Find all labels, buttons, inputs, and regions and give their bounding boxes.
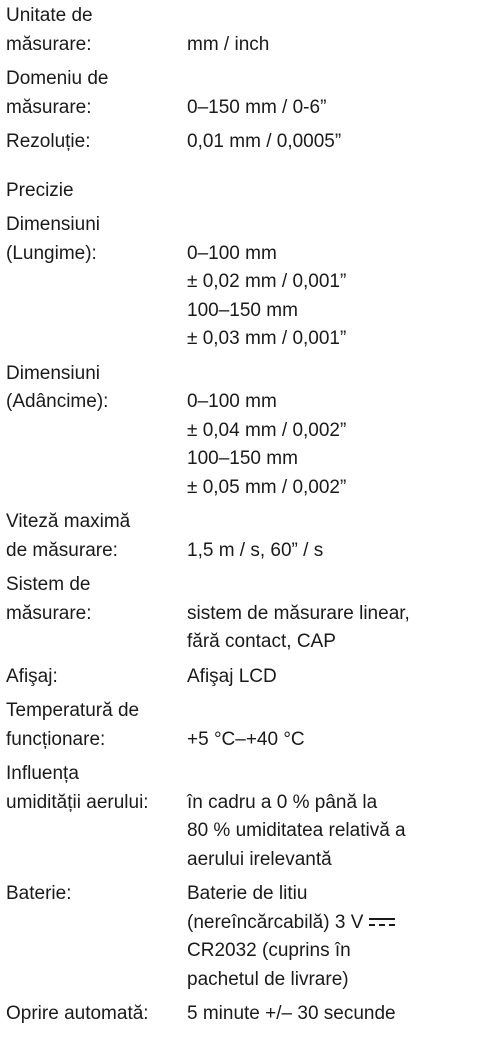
- spec-label: Oprire automată:: [6, 1003, 149, 1024]
- spec-value: pachetul de livrare): [187, 968, 349, 990]
- spec-label: Sistem de: [6, 574, 91, 595]
- spec-value: Baterie de litiu: [187, 883, 308, 904]
- spec-value: sistem de măsurare linear,: [187, 602, 410, 624]
- spec-label: (Lungime):: [6, 242, 97, 264]
- spec-label: umidității aerului:: [6, 791, 149, 813]
- spec-value: 0,01 mm / 0,0005”: [187, 131, 342, 152]
- dc-symbol: [369, 918, 396, 927]
- spec-value: ± 0,02 mm / 0,001”: [187, 271, 347, 292]
- spec-value: ± 0,04 mm / 0,002”: [187, 419, 347, 441]
- spec-value: Afişaj LCD: [187, 665, 277, 687]
- spec-value: +5 °C–+40 °C: [187, 728, 305, 750]
- spec-label: Rezoluție:: [6, 131, 91, 152]
- spec-value: aerului irelevantă: [187, 848, 332, 870]
- spec-value: 0–100 mm: [187, 391, 277, 412]
- spec-label: Dimensiuni: [6, 214, 100, 235]
- spec-value: 100–150 mm: [187, 448, 298, 469]
- spec-value: 1,5 m / s, 60” / s: [187, 539, 324, 561]
- spec-value: ± 0,05 mm / 0,002”: [187, 476, 347, 498]
- spec-label: măsurare:: [6, 33, 92, 55]
- spec-label: funcționare:: [6, 728, 106, 750]
- spec-label: măsurare:: [6, 96, 92, 118]
- spec-label: Viteză maximă: [6, 511, 131, 532]
- spec-value: mm / inch: [187, 33, 270, 55]
- spec-label: măsurare:: [6, 602, 92, 624]
- spec-label: Baterie:: [6, 883, 72, 904]
- spec-label: Afişaj:: [6, 665, 58, 687]
- spec-value: CR2032 (cuprins în: [187, 940, 351, 961]
- spec-label: Dimensiuni: [6, 362, 100, 384]
- section-heading: Precizie: [6, 179, 74, 201]
- spec-value: fără contact, CAP: [187, 631, 336, 652]
- spec-label: (Adâncime):: [6, 391, 109, 412]
- spec-value: 100–150 mm: [187, 299, 298, 321]
- spec-value: 5 minute +/– 30 secunde: [187, 1003, 396, 1024]
- spec-label: de măsurare:: [6, 539, 118, 561]
- spec-value: în cadru a 0 % până la: [187, 791, 378, 813]
- spec-value: 80 % umiditatea relativă a: [187, 820, 406, 841]
- spec-label: Temperatură de: [6, 700, 140, 721]
- spec-value: 0–100 mm: [187, 242, 277, 264]
- spec-label: Influența: [6, 763, 79, 784]
- spec-label: Unitate de: [6, 5, 93, 26]
- spec-value: (nereîncărcabilă) 3 V: [187, 909, 396, 938]
- spec-value: 0–150 mm / 0-6”: [187, 96, 327, 118]
- spec-label: Domeniu de: [6, 68, 109, 89]
- spec-value: ± 0,03 mm / 0,001”: [187, 328, 347, 349]
